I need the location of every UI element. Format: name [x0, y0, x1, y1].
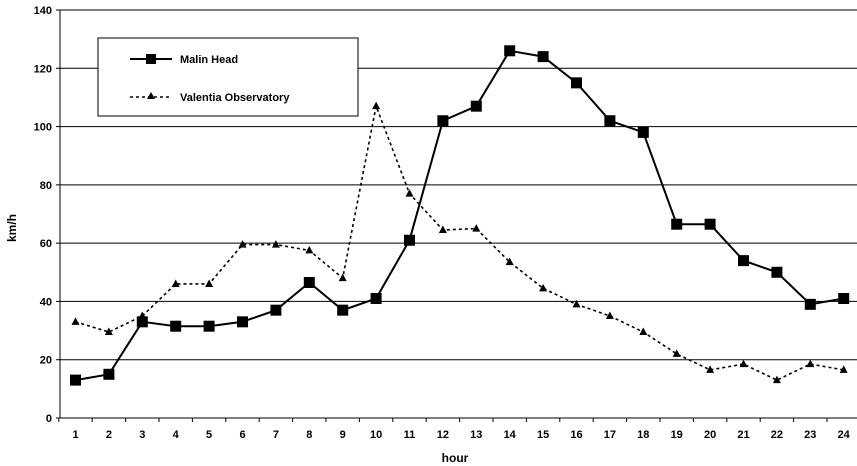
- data-point-valentia-observatory-7: [271, 240, 280, 248]
- x-tick-label-7: 7: [273, 429, 279, 441]
- y-tick-label-100: 100: [34, 122, 52, 134]
- x-tick-label-21: 21: [737, 429, 749, 441]
- legend-label-malin-head: Malin Head: [180, 54, 238, 66]
- x-tick-label-14: 14: [504, 429, 517, 441]
- data-point-malin-head-15: [537, 51, 549, 63]
- data-point-malin-head-3: [136, 316, 148, 328]
- data-point-malin-head-17: [604, 115, 616, 127]
- data-point-malin-head-7: [270, 304, 282, 316]
- data-point-malin-head-2: [103, 368, 115, 380]
- x-tick-label-22: 22: [771, 429, 783, 441]
- data-point-valentia-observatory-23: [806, 359, 815, 368]
- data-point-valentia-observatory-15: [539, 283, 548, 292]
- x-tick-label-18: 18: [637, 429, 649, 441]
- data-point-valentia-observatory-17: [605, 311, 614, 319]
- x-tick-label-2: 2: [106, 429, 112, 441]
- data-point-valentia-observatory-14: [505, 257, 514, 266]
- data-point-valentia-observatory-10: [372, 101, 381, 110]
- data-point-malin-head-16: [571, 77, 582, 89]
- x-tick-label-11: 11: [404, 429, 416, 441]
- data-point-valentia-observatory-12: [438, 225, 447, 234]
- x-tick-label-15: 15: [537, 429, 549, 441]
- legend-label-valentia: Valentia Observatory: [180, 92, 290, 104]
- data-point-valentia-observatory-24: [839, 365, 848, 373]
- data-point-valentia-observatory-3: [138, 311, 147, 319]
- data-point-valentia-observatory-16: [572, 299, 581, 308]
- data-point-valentia-observatory-5: [205, 279, 214, 287]
- data-point-valentia-observatory-4: [171, 279, 180, 287]
- series-line-valentia-observatory: [75, 103, 844, 381]
- x-tick-label-10: 10: [370, 429, 382, 441]
- x-tick-label-6: 6: [239, 429, 245, 441]
- y-axis-label: km/h: [5, 214, 19, 242]
- legend-box: [97, 37, 359, 117]
- data-point-malin-head-12: [437, 115, 449, 127]
- data-point-valentia-observatory-1: [71, 317, 80, 325]
- series-line-malin-head: [75, 49, 844, 382]
- data-point-malin-head-5: [203, 320, 215, 332]
- data-point-valentia-observatory-18: [639, 327, 648, 336]
- data-point-malin-head-23: [804, 298, 816, 310]
- data-point-malin-head-1: [70, 374, 81, 386]
- y-tick-label-120: 120: [34, 63, 52, 75]
- x-tick-label-4: 4: [173, 429, 180, 441]
- data-point-valentia-observatory-11: [405, 189, 414, 197]
- data-point-valentia-observatory-2: [104, 327, 113, 336]
- data-point-malin-head-13: [470, 100, 482, 112]
- data-point-malin-head-10: [370, 293, 382, 305]
- x-tick-label-23: 23: [804, 429, 816, 441]
- data-point-malin-head-14: [504, 45, 516, 57]
- data-point-valentia-observatory-13: [472, 224, 481, 232]
- x-tick-label-24: 24: [838, 429, 851, 441]
- x-tick-label-1: 1: [72, 429, 78, 441]
- legend-marker-valentia: [147, 92, 155, 99]
- data-point-valentia-observatory-19: [672, 349, 681, 357]
- data-point-malin-head-4: [170, 320, 182, 332]
- x-tick-label-5: 5: [206, 429, 212, 441]
- data-point-malin-head-8: [303, 276, 315, 288]
- x-tick-label-3: 3: [139, 429, 145, 441]
- x-tick-label-12: 12: [437, 429, 449, 441]
- data-point-malin-head-22: [771, 266, 783, 278]
- x-tick-label-8: 8: [306, 429, 312, 441]
- y-tick-label-0: 0: [46, 413, 52, 425]
- data-point-malin-head-21: [738, 255, 749, 267]
- x-tick-label-17: 17: [604, 429, 616, 441]
- data-point-malin-head-9: [337, 304, 349, 316]
- data-point-valentia-observatory-22: [772, 375, 781, 384]
- data-point-valentia-observatory-6: [238, 240, 247, 248]
- data-point-valentia-observatory-9: [338, 273, 347, 282]
- x-tick-label-9: 9: [340, 429, 346, 441]
- y-tick-label-80: 80: [40, 180, 52, 192]
- data-point-malin-head-11: [404, 234, 415, 246]
- x-tick-label-16: 16: [570, 429, 582, 441]
- data-point-malin-head-18: [637, 126, 649, 138]
- y-tick-label-20: 20: [40, 355, 52, 367]
- data-point-valentia-observatory-21: [739, 359, 748, 368]
- data-point-malin-head-19: [671, 218, 683, 230]
- x-axis-label: hour: [442, 451, 469, 465]
- x-tick-labels: 1 2 3 4 5 6 7 8 9 10 11 12 13 14 15 16 17 18 19 20 21 22 23 24: [72, 429, 850, 441]
- y-tick-labels: 0 20 40 60 80 100 120 140: [34, 5, 52, 425]
- data-point-malin-head-24: [838, 293, 850, 305]
- data-point-malin-head-20: [704, 218, 716, 230]
- axes: [56, 9, 857, 422]
- y-tick-label-60: 60: [40, 238, 52, 250]
- series-layer: [70, 45, 850, 386]
- data-point-valentia-observatory-20: [706, 365, 715, 373]
- data-point-malin-head-6: [237, 316, 248, 328]
- data-point-valentia-observatory-8: [305, 245, 314, 254]
- legend-marker-malin-head: [146, 54, 156, 64]
- y-tick-label-40: 40: [40, 296, 52, 308]
- legend: Malin Head Valentia Observatory: [97, 37, 359, 117]
- x-tick-label-19: 19: [671, 429, 683, 441]
- y-tick-label-140: 140: [34, 5, 52, 17]
- x-tick-label-13: 13: [470, 429, 482, 441]
- x-tick-label-20: 20: [704, 429, 716, 441]
